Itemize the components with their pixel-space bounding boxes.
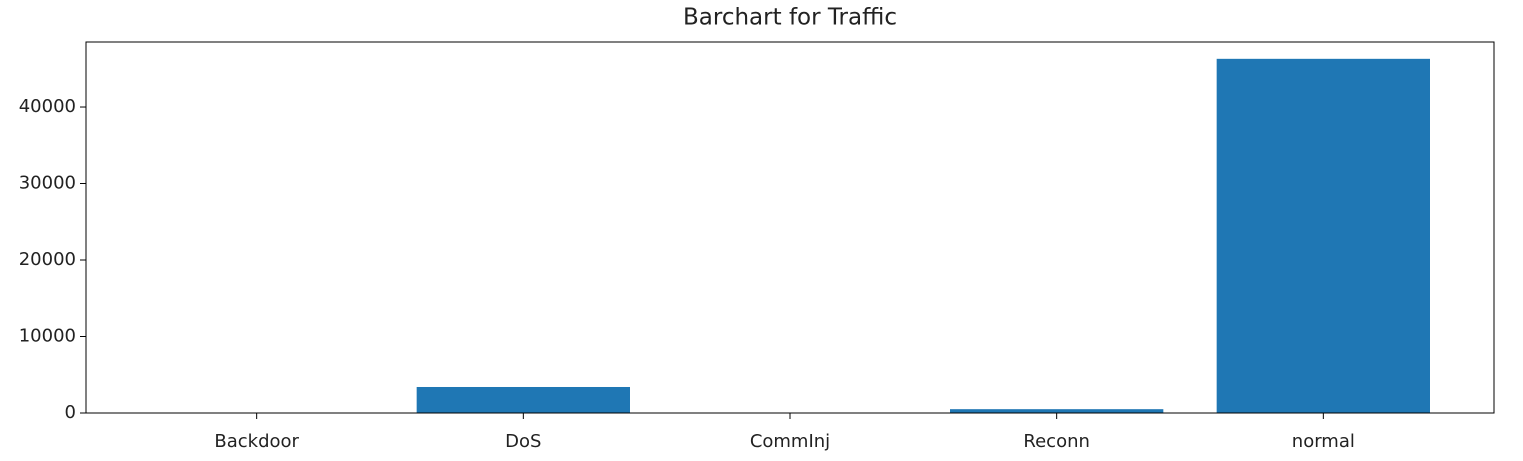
bar [1216, 58, 1430, 414]
y-tick-label: 40000 [19, 96, 76, 117]
y-tick-label: 10000 [19, 326, 76, 347]
x-tick-label: Backdoor [214, 431, 299, 452]
bar [416, 386, 630, 413]
x-tick-label: CommInj [750, 431, 830, 452]
x-tick-label: Reconn [1023, 431, 1090, 452]
plot-frame [85, 41, 1495, 414]
x-tick-label: normal [1292, 431, 1355, 452]
bar [950, 409, 1164, 413]
chart-title: Barchart for Traffic [683, 5, 897, 31]
x-tick-label: DoS [505, 431, 541, 452]
y-tick-label: 20000 [19, 249, 76, 270]
y-tick-label: 30000 [19, 173, 76, 194]
y-tick-label: 0 [65, 402, 76, 423]
